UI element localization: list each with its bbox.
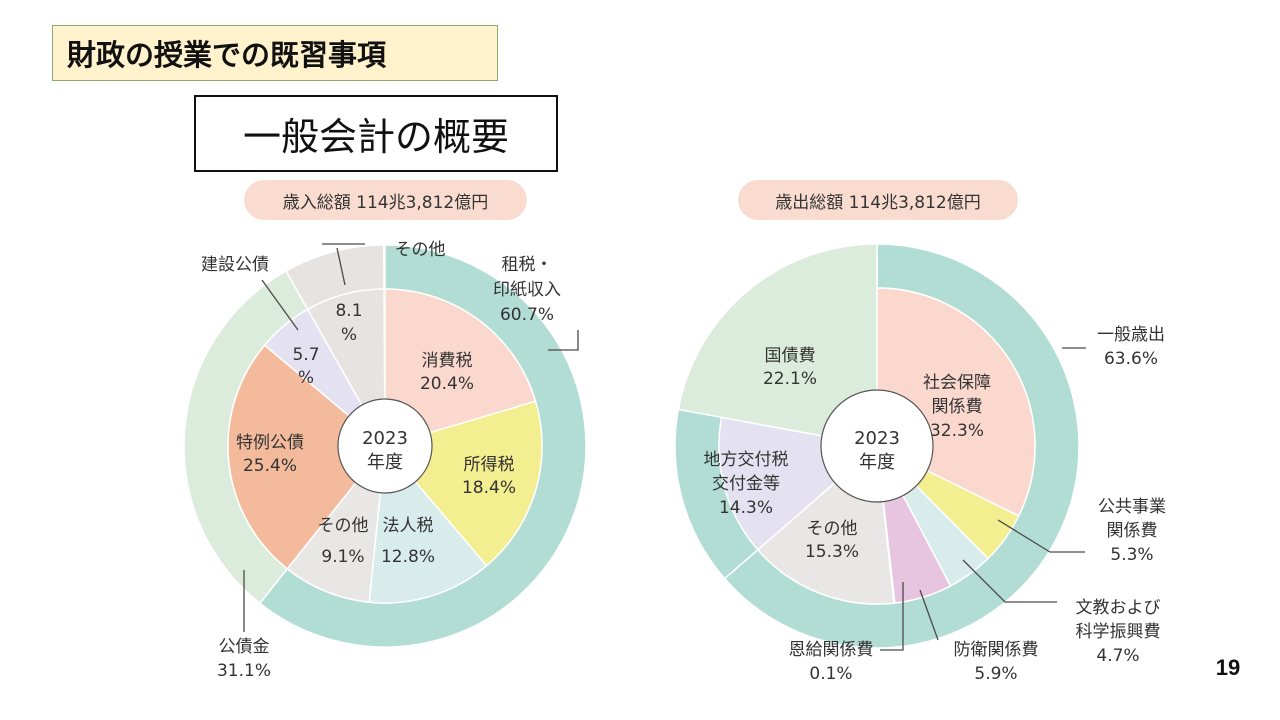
expenditure-label-debt-service-line-1: 22.1% (763, 369, 817, 389)
revenue-label-tax-stamp-line-1: 印紙収入 (493, 280, 561, 300)
revenue-label-income-line-1: 18.4% (462, 478, 516, 498)
revenue-inner-slice-4 (227, 344, 387, 570)
revenue-center-unit: 年度 (367, 452, 403, 473)
revenue-label-other-bond-line-1: % (341, 325, 357, 345)
expenditure-label-debt-service-line-0: 国債費 (765, 346, 816, 366)
revenue-label-construction-bond-line-0: 5.7 (292, 345, 319, 365)
expenditure-label-education-line-1: 科学振興費 (1076, 622, 1161, 642)
expenditure-label-defense-line-0: 防衛関係費 (954, 640, 1039, 660)
expenditure-label-other-exp-line-1: 15.3% (805, 542, 859, 562)
expenditure-label-pension-line-1: 0.1% (809, 664, 852, 684)
expenditure-total-pill: 歳出総額 114兆3,812億円 (738, 180, 1018, 220)
slide-title: 財政の授業での既習事項 (52, 25, 498, 81)
revenue-label-consumption-line-1: 20.4% (420, 374, 474, 394)
expenditure-label-social-security-line-0: 社会保障 (923, 373, 991, 393)
expenditure-label-general-line-0: 一般歳出 (1097, 325, 1165, 345)
revenue-label-public-bond-line-0: 公債金 (219, 637, 270, 657)
revenue-label-other-rev-line-1: 9.1% (321, 547, 364, 567)
revenue-label-public-bond-line-1: 31.1% (217, 661, 271, 681)
revenue-callout-other: その他 (395, 240, 446, 260)
expenditure-leader-education (962, 559, 1057, 603)
revenue-label-other-bond-line-0: 8.1 (335, 301, 362, 321)
expenditure-label-other-exp-line-0: その他 (807, 519, 858, 539)
expenditure-label-education-line-0: 文教および (1076, 598, 1161, 618)
revenue-label-corporate-line-1: 12.8% (381, 547, 435, 567)
revenue-label-special-bond-line-1: 25.4% (243, 456, 297, 476)
expenditure-label-social-security-line-1: 関係費 (932, 397, 983, 417)
revenue-center-hole (337, 398, 433, 494)
expenditure-leader-public-works (997, 519, 1085, 553)
expenditure-label-local-grant-line-2: 14.3% (719, 498, 773, 518)
expenditure-label-public-works-line-2: 5.3% (1110, 545, 1153, 565)
expenditure-label-local-grant-line-0: 地方交付税 (704, 450, 789, 470)
expenditure-leader-pension (880, 582, 904, 651)
expenditure-label-pension-line-0: 恩給関係費 (789, 640, 874, 660)
expenditure-center-year: 2023 (854, 428, 900, 449)
expenditure-label-education-line-2: 4.7% (1096, 646, 1139, 666)
revenue-inner-slice-0 (384, 288, 537, 448)
revenue-label-other-rev-line-0: その他 (318, 516, 369, 536)
expenditure-label-public-works-line-1: 関係費 (1107, 521, 1158, 541)
revenue-label-consumption-line-0: 消費税 (422, 351, 473, 371)
revenue-leader-other (336, 247, 346, 286)
revenue-label-special-bond-line-0: 特例公債 (236, 433, 304, 453)
revenue-callout-construction-bond: 建設公債 (201, 255, 269, 275)
chart-title: 一般会計の概要 (194, 95, 558, 172)
revenue-center-year: 2023 (362, 428, 408, 449)
revenue-label-construction-bond-line-1: % (298, 368, 314, 388)
revenue-total-pill: 歳入総額 114兆3,812億円 (244, 180, 527, 220)
revenue-label-tax-stamp-line-2: 60.7% (500, 305, 554, 325)
revenue-label-corporate-line-0: 法人税 (383, 516, 434, 536)
expenditure-label-social-security-line-2: 32.3% (930, 421, 984, 441)
expenditure-label-public-works-line-0: 公共事業 (1098, 497, 1166, 517)
expenditure-label-defense-line-1: 5.9% (974, 664, 1017, 684)
expenditure-center-hole (820, 389, 934, 503)
page-number: 19 (1215, 655, 1241, 680)
expenditure-inner-slice-7 (677, 243, 878, 447)
revenue-leader-tax-stamp (548, 330, 579, 351)
revenue-label-income-line-0: 所得税 (464, 455, 515, 475)
revenue-leader-construction-bond (261, 279, 299, 331)
revenue-label-tax-stamp-line-0: 租税・ (502, 255, 553, 275)
expenditure-label-general-line-1: 63.6% (1104, 349, 1158, 369)
expenditure-leader-defense (919, 589, 939, 641)
expenditure-center-unit: 年度 (859, 452, 895, 473)
expenditure-label-local-grant-line-1: 交付金等 (712, 474, 780, 494)
